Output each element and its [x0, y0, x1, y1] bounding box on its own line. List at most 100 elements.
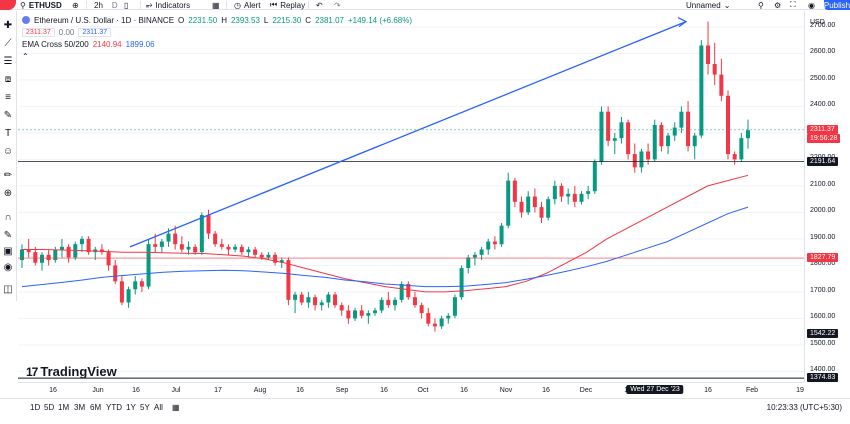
lock-icon[interactable]: ▣ — [3, 246, 13, 257]
candle-body — [566, 193, 571, 197]
candle-body — [639, 151, 644, 168]
candle-body — [392, 299, 397, 306]
candle-body — [253, 249, 258, 255]
quick-search-button[interactable]: ⚲ — [758, 0, 764, 10]
chart-pane[interactable] — [18, 11, 804, 382]
candle-body — [286, 260, 291, 300]
range-button-6m[interactable]: 6M — [90, 403, 102, 412]
candle-body — [472, 254, 477, 258]
candle-body — [672, 127, 677, 136]
price-scale[interactable]: USD 2700.002600.002500.002400.002300.002… — [804, 11, 850, 383]
low-label: L — [263, 15, 269, 25]
candle-body — [399, 283, 404, 300]
collapse-legend-button[interactable]: ⌃ — [22, 50, 412, 62]
candle-body — [506, 180, 511, 226]
text-tool-icon[interactable]: T — [4, 128, 12, 139]
range-button-5d[interactable]: 5D — [44, 403, 55, 412]
compare-button[interactable]: ⊕ — [72, 0, 79, 10]
close-label: C — [305, 15, 312, 25]
price-chart[interactable] — [18, 11, 804, 382]
sell-price-box[interactable]: 2311.37 — [22, 27, 55, 37]
candle-body — [66, 246, 71, 258]
candle-body — [746, 130, 750, 139]
interval-button[interactable]: 2h D — [94, 0, 118, 10]
price-tick-label: 1600.00 — [810, 313, 836, 321]
time-tick-label: 17 — [214, 387, 222, 394]
redo-button[interactable]: ↷ — [334, 0, 341, 10]
range-button-1y[interactable]: 1Y — [126, 403, 136, 412]
crosshair-icon[interactable]: ✚ — [3, 20, 13, 31]
eth-logo-icon — [22, 16, 30, 24]
fullscreen-icon: ⛶ — [790, 0, 796, 9]
fib-tool-icon[interactable]: ☰ — [3, 56, 13, 67]
bottom-price-tag: 1374.83 — [807, 373, 839, 383]
candle-body — [599, 111, 604, 163]
range-button-5y[interactable]: 5Y — [140, 403, 150, 412]
ema200-value: 1899.06 — [125, 39, 155, 49]
chart-type-button[interactable]: ▯ — [124, 0, 128, 10]
search-icon: ⚲ — [20, 0, 26, 10]
pattern-tool-icon[interactable]: ⧈ — [4, 74, 12, 85]
eye-icon[interactable]: ◉ — [3, 262, 13, 273]
alert-button[interactable]: ◷ Alert — [234, 0, 260, 10]
indicators-button[interactable]: ⥵ Indicators — [146, 0, 190, 10]
spread-value: 0.00 — [58, 27, 75, 37]
symbol-search[interactable]: ⚲ ETHUSD — [20, 0, 62, 10]
range-button-1d[interactable]: 1D — [30, 403, 41, 412]
candle-body — [619, 122, 624, 139]
candle-body — [219, 244, 224, 247]
ema50-value: 2140.94 — [92, 39, 122, 49]
utc-clock[interactable]: 10:23:33 (UTC+5:30) — [766, 403, 842, 412]
time-tick-label: 19 — [796, 387, 804, 394]
ema50-line — [22, 174, 749, 293]
candle-body — [652, 124, 657, 160]
range-button-all[interactable]: All — [154, 403, 163, 412]
candle-body — [339, 305, 344, 311]
fullscreen-button[interactable]: ⛶ — [790, 0, 796, 10]
replay-button[interactable]: ⏮ Replay — [270, 0, 305, 10]
low-value: 2215.30 — [272, 15, 302, 25]
templates-button[interactable]: ▦ — [212, 0, 220, 10]
currency-label[interactable]: USD — [810, 19, 825, 26]
candle-body — [126, 289, 131, 303]
plus-circle-icon: ⊕ — [72, 0, 79, 10]
range-button-ytd[interactable]: YTD — [106, 403, 122, 412]
undo-button[interactable]: ↶ — [316, 0, 323, 10]
open-label: O — [178, 15, 185, 25]
candle-body — [666, 135, 671, 147]
symbol-title: Ethereum / U.S. Dollar · 1D · BINANCE — [34, 15, 175, 25]
lock-drawings-icon[interactable]: ✎ — [3, 230, 13, 241]
bottom-toolbar: 10:23:33 (UTC+5:30) 1D 5D 1M 3M 6M YTD 1Y 5Y All… — [0, 398, 850, 416]
ruler-icon[interactable]: ✏ — [3, 170, 13, 181]
replay-icon: ⏮ — [270, 0, 278, 9]
app-logo[interactable] — [0, 0, 16, 10]
settings-button[interactable]: ⚙ — [774, 0, 781, 10]
candle-body — [686, 111, 691, 147]
range-button-1m[interactable]: 1M — [58, 403, 70, 412]
price-tick-label: 2500.00 — [810, 74, 836, 82]
candle-body — [719, 74, 724, 96]
calendar-icon[interactable]: ▦ — [172, 403, 180, 412]
magnet-icon[interactable]: ∩ — [4, 212, 12, 223]
snapshot-button[interactable]: ◉ — [808, 0, 815, 10]
buy-price-box[interactable]: 2311.37 — [78, 27, 112, 37]
price-tick-label: 1700.00 — [810, 286, 836, 294]
range-button-3m[interactable]: 3M — [74, 403, 86, 412]
layout-button[interactable]: Unnamed ⌄ — [686, 0, 730, 10]
trendline-tool-icon[interactable]: ⟋ — [4, 38, 12, 49]
candle-body — [712, 64, 717, 75]
forecast-tool-icon[interactable]: ≡ — [5, 92, 11, 103]
candle-body — [359, 310, 364, 316]
zoom-in-icon[interactable]: ⊕ — [3, 188, 13, 199]
emoji-tool-icon[interactable]: ☺ — [2, 146, 14, 157]
interval-suffix: D — [111, 0, 118, 10]
candle-body — [206, 215, 211, 234]
time-tick-label: Nov — [499, 387, 513, 394]
publish-button[interactable]: Publish — [824, 0, 850, 10]
brush-tool-icon[interactable]: ✎ — [3, 110, 13, 121]
candle-body — [273, 254, 278, 263]
candle-body — [579, 193, 584, 202]
ema-legend-row[interactable]: EMA Cross 50/200 2140.94 1899.06 — [22, 38, 412, 50]
time-scale[interactable]: 16Jun16Jul17Aug16Sep16Oct16Nov16Dec16Jan… — [18, 382, 804, 398]
trash-icon[interactable]: ◫ — [3, 284, 13, 295]
